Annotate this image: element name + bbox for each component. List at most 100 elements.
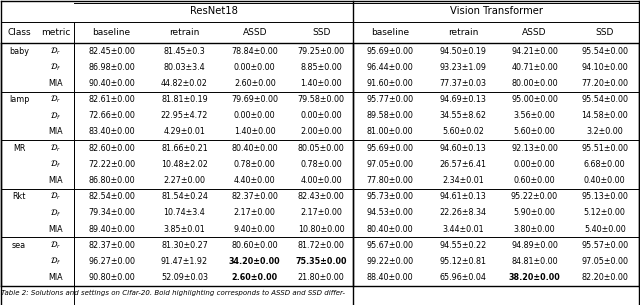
Text: 38.20±0.00: 38.20±0.00 xyxy=(509,273,561,282)
Text: 82.54±0.00: 82.54±0.00 xyxy=(88,192,135,201)
Text: 95.13±0.00: 95.13±0.00 xyxy=(581,192,628,201)
Text: 26.57±6.41: 26.57±6.41 xyxy=(440,160,486,169)
Text: 34.55±8.62: 34.55±8.62 xyxy=(440,111,486,120)
Text: 99.22±0.00: 99.22±0.00 xyxy=(367,257,414,266)
Text: 0.00±0.00: 0.00±0.00 xyxy=(234,111,276,120)
Text: 34.20±0.00: 34.20±0.00 xyxy=(229,257,280,266)
Text: MIA: MIA xyxy=(49,273,63,282)
Text: 94.50±0.19: 94.50±0.19 xyxy=(440,47,486,56)
Text: $\mathcal{D}_f$: $\mathcal{D}_f$ xyxy=(51,256,61,267)
Text: ASSD: ASSD xyxy=(522,28,547,37)
Text: 72.22±0.00: 72.22±0.00 xyxy=(88,160,135,169)
Text: 2.34±0.01: 2.34±0.01 xyxy=(442,176,484,185)
Text: 75.35±0.00: 75.35±0.00 xyxy=(296,257,347,266)
Text: 1.40±0.00: 1.40±0.00 xyxy=(300,79,342,88)
Text: 95.69±0.00: 95.69±0.00 xyxy=(367,144,413,152)
Text: 80.05±0.00: 80.05±0.00 xyxy=(298,144,344,152)
Text: 3.44±0.01: 3.44±0.01 xyxy=(442,224,484,234)
Text: 94.10±0.00: 94.10±0.00 xyxy=(581,63,628,72)
Text: 80.03±3.4: 80.03±3.4 xyxy=(164,63,205,72)
Text: 95.57±0.00: 95.57±0.00 xyxy=(581,241,628,250)
Text: 79.58±0.00: 79.58±0.00 xyxy=(298,95,345,104)
Text: 4.40±0.00: 4.40±0.00 xyxy=(234,176,276,185)
Text: 89.40±0.00: 89.40±0.00 xyxy=(88,224,135,234)
Text: 81.54±0.24: 81.54±0.24 xyxy=(161,192,208,201)
Text: MIA: MIA xyxy=(49,79,63,88)
Text: $\mathcal{D}_f$: $\mathcal{D}_f$ xyxy=(51,110,61,122)
Text: $\mathcal{D}_r$: $\mathcal{D}_r$ xyxy=(51,142,61,154)
Text: 88.40±0.00: 88.40±0.00 xyxy=(367,273,413,282)
Text: 95.67±0.00: 95.67±0.00 xyxy=(367,241,413,250)
Text: 4.00±0.00: 4.00±0.00 xyxy=(300,176,342,185)
Text: baseline: baseline xyxy=(371,28,410,37)
Text: 94.69±0.13: 94.69±0.13 xyxy=(440,95,486,104)
Text: sea: sea xyxy=(12,241,26,250)
Text: $\mathcal{D}_r$: $\mathcal{D}_r$ xyxy=(51,239,61,251)
Text: 94.60±0.13: 94.60±0.13 xyxy=(440,144,486,152)
Text: 81.81±0.19: 81.81±0.19 xyxy=(161,95,208,104)
Text: 82.20±0.00: 82.20±0.00 xyxy=(581,273,628,282)
Text: MIA: MIA xyxy=(49,176,63,185)
Text: Rkt: Rkt xyxy=(12,192,26,201)
Text: 44.82±0.02: 44.82±0.02 xyxy=(161,79,208,88)
Text: 5.12±0.00: 5.12±0.00 xyxy=(584,208,626,217)
Text: 4.29±0.01: 4.29±0.01 xyxy=(164,127,205,136)
Text: 10.48±2.02: 10.48±2.02 xyxy=(161,160,208,169)
Text: 95.73±0.00: 95.73±0.00 xyxy=(367,192,413,201)
Text: $\mathcal{D}_f$: $\mathcal{D}_f$ xyxy=(51,62,61,73)
Text: metric: metric xyxy=(41,28,70,37)
Text: Class: Class xyxy=(7,28,31,37)
Text: 90.40±0.00: 90.40±0.00 xyxy=(88,79,135,88)
Text: 94.61±0.13: 94.61±0.13 xyxy=(440,192,486,201)
Text: 95.54±0.00: 95.54±0.00 xyxy=(581,47,628,56)
Text: 81.45±0.3: 81.45±0.3 xyxy=(164,47,205,56)
Text: 94.53±0.00: 94.53±0.00 xyxy=(367,208,413,217)
Text: retrain: retrain xyxy=(448,28,478,37)
Text: 82.45±0.00: 82.45±0.00 xyxy=(88,47,135,56)
Text: 81.30±0.27: 81.30±0.27 xyxy=(161,241,208,250)
Text: baby: baby xyxy=(9,47,29,56)
Text: 80.40±0.00: 80.40±0.00 xyxy=(367,224,413,234)
Text: 77.37±0.03: 77.37±0.03 xyxy=(440,79,486,88)
Text: 65.96±0.04: 65.96±0.04 xyxy=(440,273,486,282)
Text: 3.2±0.00: 3.2±0.00 xyxy=(586,127,623,136)
Text: 5.90±0.00: 5.90±0.00 xyxy=(513,208,556,217)
Text: 5.60±0.02: 5.60±0.02 xyxy=(442,127,484,136)
Text: 91.47±1.92: 91.47±1.92 xyxy=(161,257,208,266)
Text: 78.84±0.00: 78.84±0.00 xyxy=(232,47,278,56)
Text: 92.13±0.00: 92.13±0.00 xyxy=(511,144,558,152)
Text: $\mathcal{D}_r$: $\mathcal{D}_r$ xyxy=(51,45,61,57)
Text: 8.85±0.00: 8.85±0.00 xyxy=(300,63,342,72)
Text: 22.95±4.72: 22.95±4.72 xyxy=(161,111,208,120)
Text: $\mathcal{D}_f$: $\mathcal{D}_f$ xyxy=(51,207,61,219)
Text: SSD: SSD xyxy=(312,28,330,37)
Text: 79.69±0.00: 79.69±0.00 xyxy=(231,95,278,104)
Text: 82.37±0.00: 82.37±0.00 xyxy=(231,192,278,201)
Text: 21.80±0.00: 21.80±0.00 xyxy=(298,273,344,282)
Text: 83.40±0.00: 83.40±0.00 xyxy=(88,127,135,136)
Text: 2.00±0.00: 2.00±0.00 xyxy=(300,127,342,136)
Text: $\mathcal{D}_f$: $\mathcal{D}_f$ xyxy=(51,159,61,170)
Text: ResNet18: ResNet18 xyxy=(189,6,237,16)
Text: 2.17±0.00: 2.17±0.00 xyxy=(300,208,342,217)
Text: 10.74±3.4: 10.74±3.4 xyxy=(164,208,205,217)
Text: 84.81±0.00: 84.81±0.00 xyxy=(511,257,558,266)
Text: baseline: baseline xyxy=(93,28,131,37)
Text: 81.66±0.21: 81.66±0.21 xyxy=(161,144,208,152)
Text: 0.60±0.00: 0.60±0.00 xyxy=(514,176,556,185)
Text: 14.58±0.00: 14.58±0.00 xyxy=(581,111,628,120)
Text: MIA: MIA xyxy=(49,127,63,136)
Text: 94.89±0.00: 94.89±0.00 xyxy=(511,241,558,250)
Text: SSD: SSD xyxy=(596,28,614,37)
Text: 89.58±0.00: 89.58±0.00 xyxy=(367,111,413,120)
Text: 91.60±0.00: 91.60±0.00 xyxy=(367,79,413,88)
Text: 94.55±0.22: 94.55±0.22 xyxy=(440,241,487,250)
Text: 95.69±0.00: 95.69±0.00 xyxy=(367,47,413,56)
Text: 96.44±0.00: 96.44±0.00 xyxy=(367,63,413,72)
Text: retrain: retrain xyxy=(170,28,200,37)
Text: 10.80±0.00: 10.80±0.00 xyxy=(298,224,344,234)
Text: 80.00±0.00: 80.00±0.00 xyxy=(511,79,558,88)
Text: 0.00±0.00: 0.00±0.00 xyxy=(234,63,276,72)
Text: 5.60±0.00: 5.60±0.00 xyxy=(514,127,556,136)
Text: 0.00±0.00: 0.00±0.00 xyxy=(300,111,342,120)
